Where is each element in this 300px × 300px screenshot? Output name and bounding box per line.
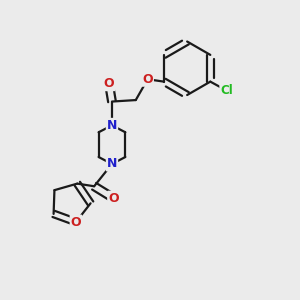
Text: O: O	[104, 77, 114, 90]
Text: O: O	[108, 192, 119, 205]
Text: O: O	[70, 215, 81, 229]
Text: N: N	[107, 158, 117, 170]
Text: N: N	[107, 119, 117, 132]
Text: Cl: Cl	[220, 84, 233, 97]
Text: O: O	[142, 73, 153, 86]
